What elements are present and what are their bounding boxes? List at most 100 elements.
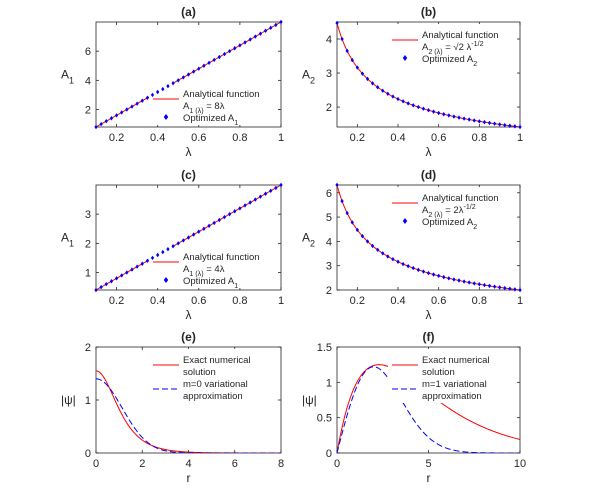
legend-label-part: Optimized A [422, 54, 474, 65]
y-tick-label: 6 [85, 46, 91, 58]
legend-box [149, 349, 277, 403]
optimized-marker [452, 114, 456, 119]
y-tick-label: 0 [326, 448, 332, 460]
optimized-marker [104, 281, 108, 287]
legend-label-part: 1 [234, 282, 238, 290]
optimized-marker [212, 220, 216, 226]
optimized-marker [447, 276, 451, 281]
optimized-marker [396, 259, 400, 264]
optimized-marker [109, 116, 114, 121]
optimized-marker [114, 113, 119, 118]
y-tick-label: 4 [326, 236, 332, 248]
panel-title: (e) [181, 330, 196, 344]
y-tick-label: 6 [326, 188, 332, 200]
x-tick-label: 0.4 [390, 132, 405, 144]
x-tick-label: 0.2 [350, 295, 365, 307]
y-tick-label: 2 [85, 105, 91, 117]
optimized-marker [212, 57, 216, 63]
optimized-marker [99, 121, 103, 127]
optimized-marker [411, 103, 415, 108]
optimized-marker [248, 37, 252, 42]
y-tick-label: 0.5 [317, 413, 332, 425]
optimized-marker [191, 69, 196, 74]
optimized-marker [482, 119, 487, 125]
optimized-marker [197, 66, 201, 71]
optimized-marker [258, 194, 263, 199]
legend-label-part: Exact numerical [422, 355, 490, 366]
panel-title: (c) [181, 168, 196, 182]
legend-label-part: -1/2 [471, 40, 483, 48]
optimized-marker [370, 81, 375, 86]
optimized-marker [171, 244, 175, 249]
optimized-marker [140, 98, 144, 103]
optimized-marker [217, 217, 221, 223]
analytic-curve [96, 370, 281, 453]
x-tick-label: 0.4 [150, 132, 165, 144]
optimized-marker [492, 284, 497, 289]
optimized-marker [238, 43, 242, 48]
optimized-marker [498, 285, 502, 290]
x-tick-label: 0.8 [232, 132, 247, 144]
optimized-marker [442, 274, 446, 280]
axes-box [95, 21, 282, 128]
optimized-marker [150, 255, 155, 261]
legend-label-part: approximation [422, 391, 482, 402]
y-tick-label: 2 [85, 238, 91, 250]
optimized-marker [518, 287, 522, 293]
legend-box [388, 349, 516, 403]
legend-swatch-diamond [402, 218, 408, 224]
x-tick-label: 10 [514, 458, 526, 470]
y-axis-label: |ψ| [61, 393, 76, 407]
legend-label-part: A [183, 264, 190, 275]
legend-label: A1 (λ) = 8λ [183, 101, 225, 115]
optimized-marker [279, 182, 283, 188]
axes-box [336, 184, 521, 291]
optimized-marker [156, 252, 160, 258]
optimized-marker [360, 71, 365, 76]
optimized-marker [482, 282, 487, 288]
optimized-marker [248, 200, 252, 205]
optimized-marker [381, 88, 385, 93]
optimized-marker [360, 233, 365, 239]
y-tick-label: 3 [326, 261, 332, 273]
optimized-marker [365, 76, 370, 82]
x-axis-label: λ [426, 308, 432, 322]
y-tick-label: 0 [85, 448, 91, 460]
legend-label: solution [183, 367, 216, 378]
optimized-marker [345, 48, 349, 54]
optimized-marker [355, 227, 359, 233]
y-axis-label-part: 2 [310, 239, 315, 249]
plot-area [96, 370, 281, 453]
optimized-marker [513, 287, 517, 292]
legend-label: approximation [183, 391, 243, 402]
y-axis-label: |ψ| [302, 393, 317, 407]
x-tick-label: 0.2 [350, 132, 365, 144]
optimized-marker [345, 210, 349, 216]
y-axis-label-part: |ψ| [302, 393, 317, 407]
optimized-marker [437, 110, 441, 116]
optimized-marker [186, 235, 191, 240]
optimized-marker [263, 191, 268, 196]
optimized-marker [386, 254, 390, 259]
optimized-marker [508, 123, 512, 128]
optimized-marker [166, 246, 170, 252]
x-tick-label: 0 [334, 458, 340, 470]
legend-box [388, 187, 516, 229]
x-tick-label: 0.8 [472, 132, 487, 144]
optimized-marker [401, 99, 405, 104]
legend-label: A2 (λ) = √2 λ-1/2 [422, 40, 484, 56]
x-axis-label: λ [186, 145, 192, 159]
optimized-marker [222, 214, 227, 220]
optimized-marker [431, 272, 436, 277]
optimized-marker [227, 211, 232, 217]
optimized-marker [181, 238, 186, 243]
optimized-marker [125, 270, 129, 275]
x-tick-label: 0.6 [431, 295, 446, 307]
legend-label-part: Analytical function [422, 30, 499, 41]
legend-box [388, 24, 516, 66]
